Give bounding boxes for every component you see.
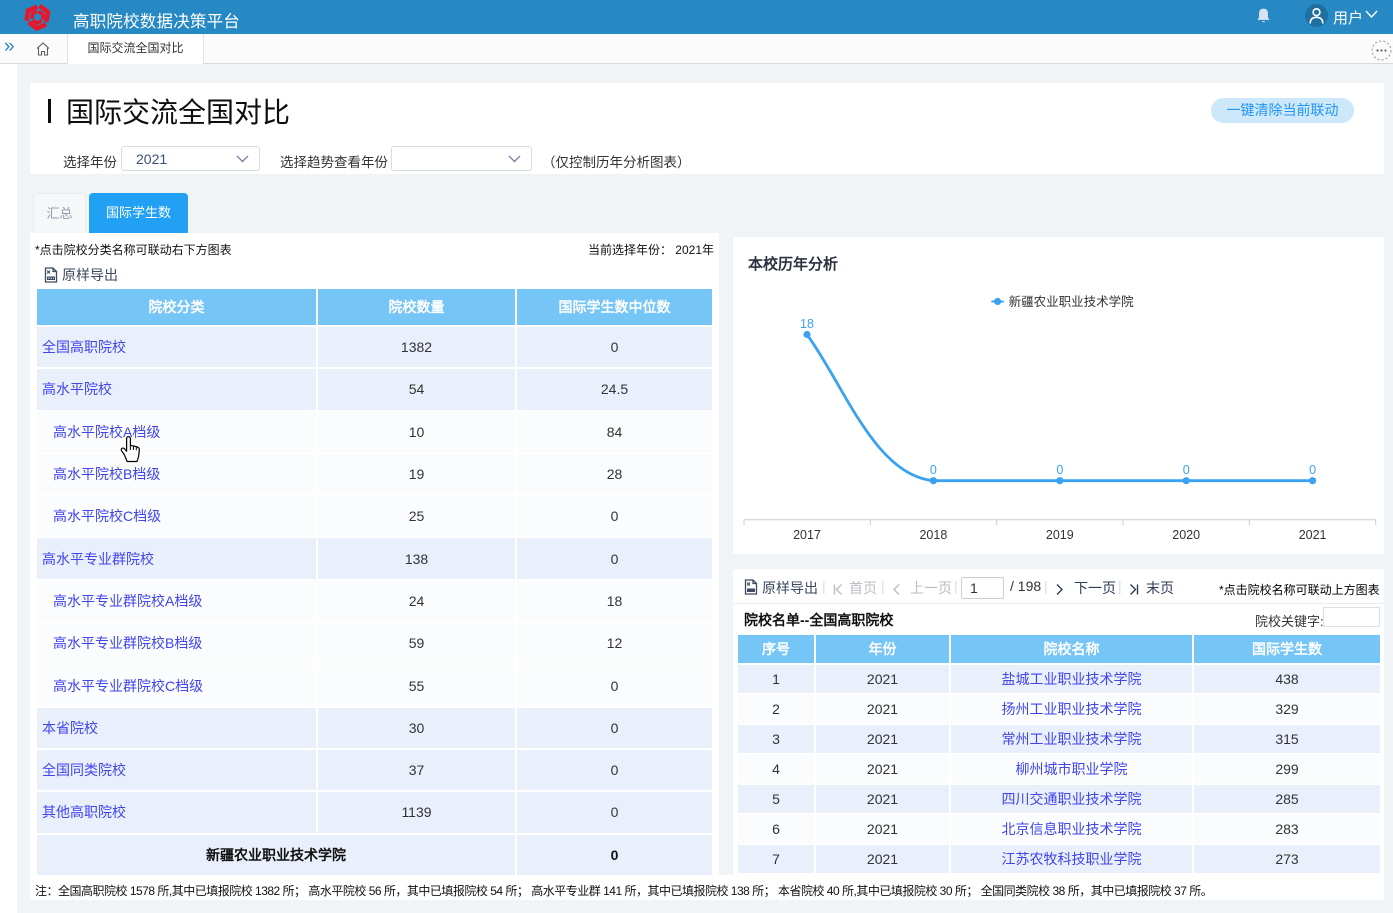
svg-text:2019: 2019 <box>1046 528 1074 542</box>
svg-text:2021: 2021 <box>1299 528 1327 542</box>
svg-text:2020: 2020 <box>1172 528 1200 542</box>
svg-text:18: 18 <box>800 317 814 331</box>
svg-text:0: 0 <box>1309 463 1316 477</box>
svg-text:2017: 2017 <box>793 528 821 542</box>
svg-text:新疆农业职业技术学院: 新疆农业职业技术学院 <box>1009 294 1135 309</box>
svg-text:0: 0 <box>1183 463 1190 477</box>
svg-text:0: 0 <box>1056 463 1063 477</box>
svg-text:2018: 2018 <box>919 528 947 542</box>
svg-text:0: 0 <box>930 463 937 477</box>
